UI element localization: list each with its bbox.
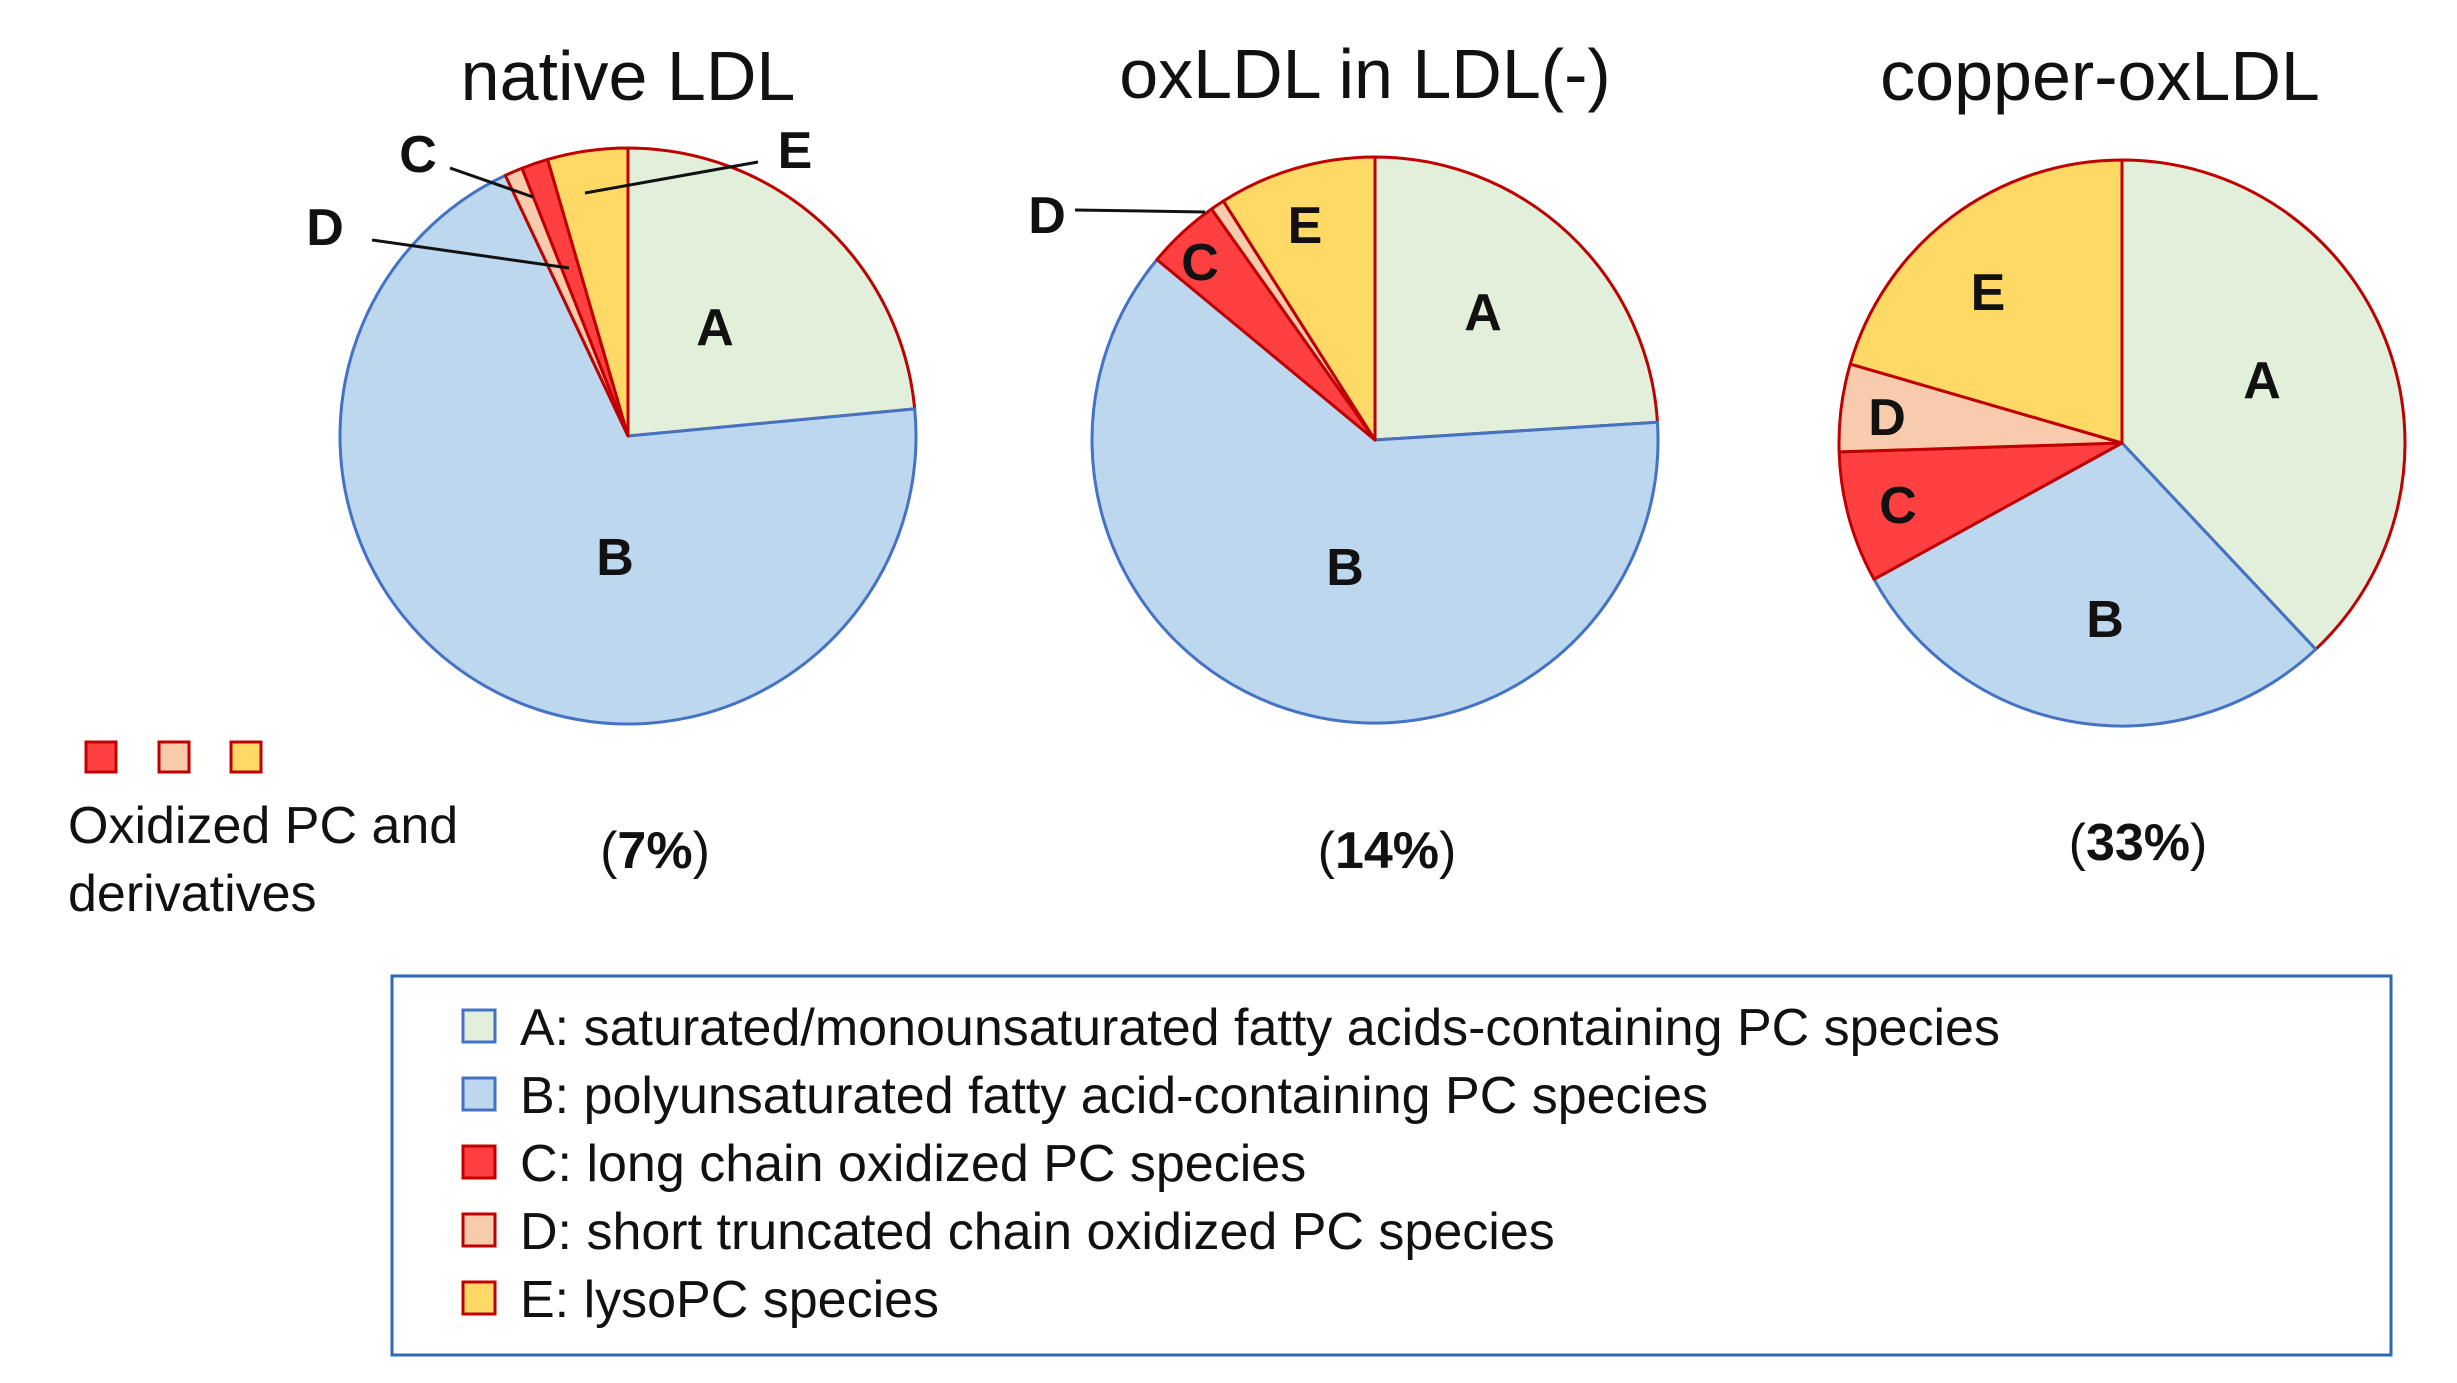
- legend-swatch: [461, 1212, 497, 1248]
- pie-slice-a: [1373, 155, 1659, 442]
- oxidized-note-line2: derivatives: [68, 865, 317, 923]
- pie-slices: [1090, 155, 1660, 725]
- oxidized-percent-label: (14%): [1318, 822, 1457, 880]
- callout-line-e: [584, 160, 759, 195]
- pie-slice-e: [1848, 158, 2124, 445]
- legend-label: B: polyunsaturated fatty acid-containing…: [520, 1067, 1708, 1125]
- slice-label-c: C: [1181, 234, 1219, 292]
- callout-line-d: [1074, 208, 1206, 214]
- pie-slice-a: [626, 146, 917, 438]
- pie-slice-labels: A B C D E: [1028, 187, 1502, 597]
- pie-slice-b: [338, 173, 918, 726]
- slice-label-c: C: [399, 126, 437, 184]
- slice-label-e: E: [778, 122, 813, 180]
- pie-slice-labels: A B D C E: [306, 122, 812, 587]
- legend-swatch: [461, 1280, 497, 1316]
- slice-label-a: A: [1464, 284, 1502, 342]
- oxidized-percent-label: (7%): [600, 822, 710, 880]
- pie-native-ldl: native LDL A B D C E (7%): [306, 37, 918, 880]
- pie-slice-b: [1872, 441, 2318, 728]
- slice-label-c: C: [1879, 477, 1917, 535]
- legend-label: C: long chain oxidized PC species: [520, 1135, 1306, 1193]
- pie-slice-e: [1221, 155, 1377, 442]
- slice-label-e: E: [1971, 264, 2006, 322]
- legend: A: saturated/monounsaturated fatty acids…: [390, 974, 2393, 1357]
- pie-title: native LDL: [461, 37, 796, 115]
- pie-oxldl-in-ldl-minus: oxLDL in LDL(-) A B C D E (14%): [1028, 35, 1660, 880]
- callout-line-d: [371, 238, 570, 270]
- legend-label: D: short truncated chain oxidized PC spe…: [520, 1203, 1555, 1261]
- pie-title: copper-oxLDL: [1880, 37, 2320, 115]
- oxidized-swatch-e: [229, 740, 263, 774]
- pie-copper-oxldl: copper-oxLDL A B C D E (33%): [1837, 37, 2407, 872]
- slice-label-b: B: [596, 529, 634, 587]
- slice-label-d: D: [1868, 389, 1906, 447]
- legend-swatch: [461, 1008, 497, 1044]
- legend-label: A: saturated/monounsaturated fatty acids…: [520, 999, 2000, 1057]
- slice-label-d: D: [1028, 187, 1066, 245]
- slice-label-b: B: [2086, 591, 2124, 649]
- legend-swatch: [461, 1144, 497, 1180]
- pie-slice-b: [1090, 258, 1660, 725]
- slice-label-a: A: [696, 299, 734, 357]
- legend-item-c: C: long chain oxidized PC species: [461, 1135, 1306, 1193]
- callout-line-c: [449, 166, 534, 199]
- pie-slice-e: [546, 146, 630, 438]
- legend-label: E: lysoPC species: [520, 1271, 939, 1329]
- legend-item-b: B: polyunsaturated fatty acid-containing…: [461, 1067, 1708, 1125]
- pie-slice-a: [2120, 158, 2407, 651]
- legend-item-a: A: saturated/monounsaturated fatty acids…: [461, 999, 2000, 1057]
- oxidized-swatch-d: [157, 740, 191, 774]
- slice-label-e: E: [1288, 197, 1323, 255]
- slice-label-b: B: [1326, 539, 1364, 597]
- oxidized-swatch-c: [84, 740, 118, 774]
- slice-label-a: A: [2243, 352, 2281, 410]
- pie-slice-c: [1837, 441, 2124, 581]
- legend-item-e: E: lysoPC species: [461, 1271, 939, 1329]
- oxidized-note-line1: Oxidized PC and: [68, 797, 458, 855]
- oxidized-percent-label: (33%): [2069, 814, 2208, 872]
- pie-title: oxLDL in LDL(-): [1119, 35, 1610, 113]
- pie-slice-labels: A B C D E: [1868, 264, 2281, 649]
- slice-label-d: D: [306, 199, 344, 257]
- legend-item-d: D: short truncated chain oxidized PC spe…: [461, 1203, 1555, 1261]
- legend-swatch: [461, 1076, 497, 1112]
- pie-slices: [1837, 158, 2407, 728]
- pie-slices: [338, 146, 918, 726]
- legend-frame: [390, 974, 2393, 1357]
- oxidized-pc-note: Oxidized PC and derivatives: [68, 740, 458, 923]
